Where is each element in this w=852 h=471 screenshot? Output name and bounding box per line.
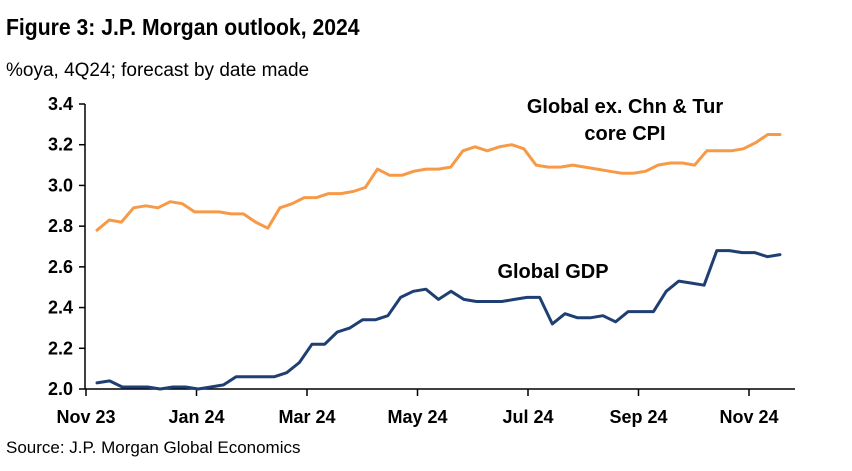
series-label-core-cpi: Global ex. Chn & Tur: [527, 96, 724, 118]
series-label-global-gdp: Global GDP: [497, 261, 608, 283]
x-tick-label: Jan 24: [168, 407, 224, 427]
y-tick-label: 2.0: [48, 379, 73, 399]
x-tick-label: Nov 23: [56, 407, 115, 427]
chart-subtitle: %oya, 4Q24; forecast by date made: [6, 60, 310, 81]
series-layer: [95, 133, 782, 391]
y-tick-label: 2.2: [48, 338, 73, 358]
series-line-global-gdp: [95, 249, 782, 391]
y-tick-label: 3.0: [48, 175, 73, 195]
chart-axes: 2.0 2.2 2.4 2.6 2.8 3.0 3.2 3.4 Nov 23 Jan 24 Mar …: [48, 94, 795, 427]
y-tick-label: 3.4: [48, 94, 73, 114]
chart-title: Figure 3: J.P. Morgan outlook, 2024: [6, 14, 360, 40]
y-tick-label: 2.4: [48, 298, 73, 318]
series-line-core-cpi: [95, 133, 782, 232]
x-tick-label: May 24: [387, 407, 447, 427]
chart-source: Source: J.P. Morgan Global Economics: [6, 438, 301, 457]
y-tick-label: 2.8: [48, 216, 73, 236]
series-label-core-cpi: core CPI: [584, 123, 665, 145]
y-tick-label: 3.2: [48, 135, 73, 155]
x-tick-label: Nov 24: [719, 407, 778, 427]
x-tick-label: Mar 24: [278, 407, 335, 427]
x-tick-label: Jul 24: [502, 407, 553, 427]
y-tick-label: 2.6: [48, 257, 73, 277]
x-tick-label: Sep 24: [609, 407, 667, 427]
series-labels: Global ex. Chn & Tur core CPI Global GDP: [497, 96, 723, 283]
